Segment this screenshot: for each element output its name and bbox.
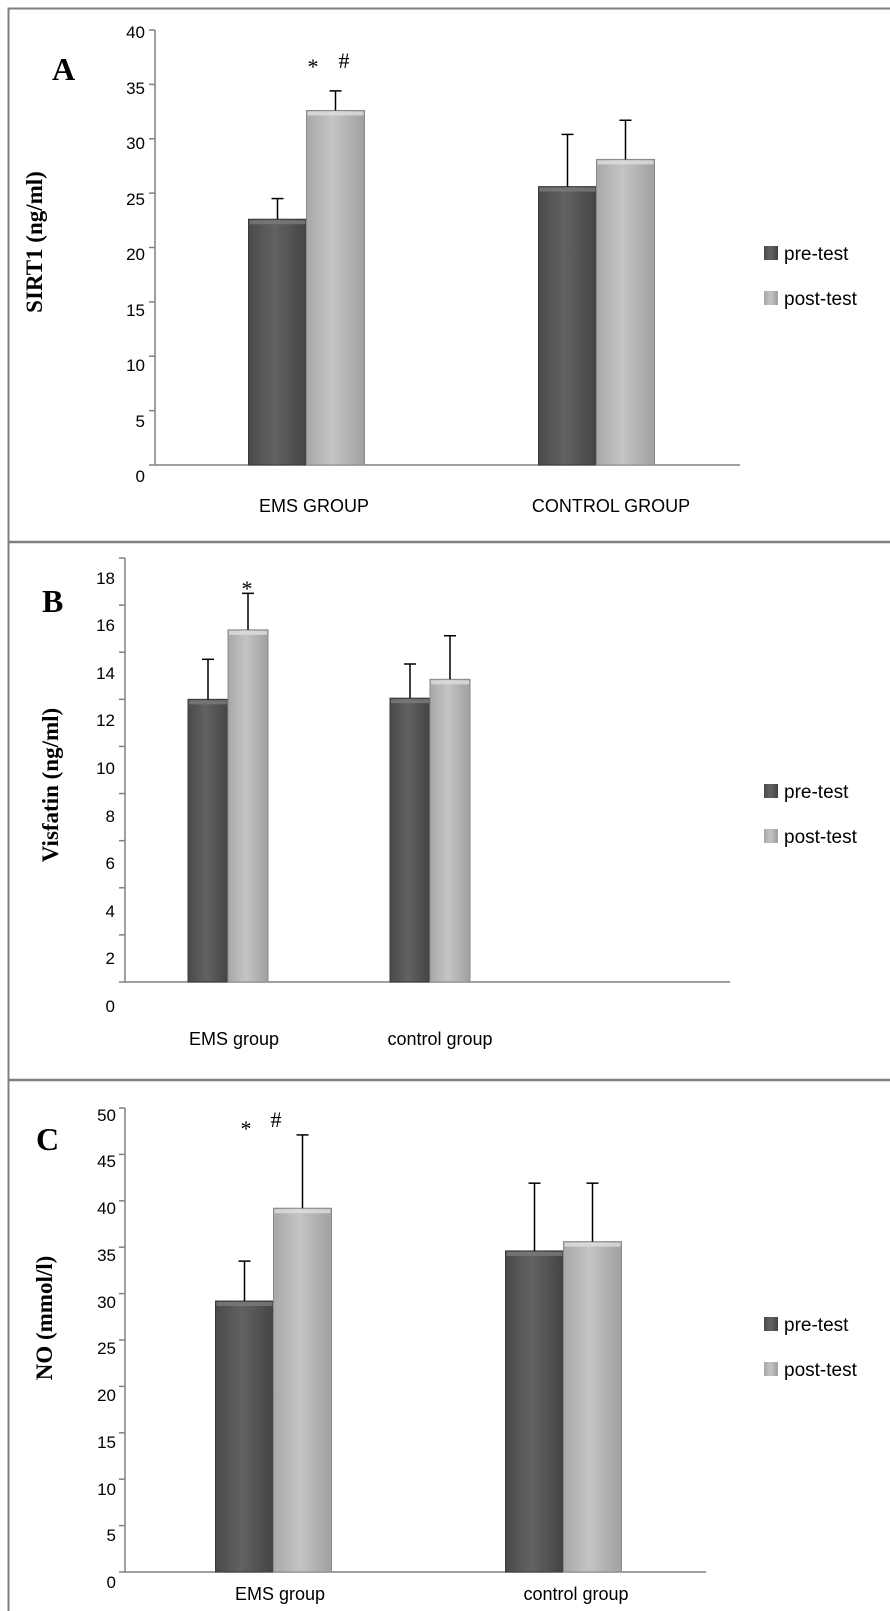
bar-bevel: [506, 1251, 563, 1256]
y-tick-label: 10: [97, 1480, 116, 1499]
legend: pre-test post-test: [764, 782, 858, 848]
significance-star: *: [308, 54, 319, 79]
legend-swatch-pre: [764, 1317, 778, 1331]
bars: [149, 29, 740, 466]
y-tick-label: 6: [106, 854, 115, 873]
y-tick-label: 25: [97, 1339, 116, 1358]
y-axis-label: SIRT1 (ng/ml): [22, 171, 47, 313]
y-tick-label: 18: [96, 569, 115, 588]
y-tick-label: 16: [96, 616, 115, 635]
y-tick-label: 35: [97, 1246, 116, 1265]
y-tick-label: 35: [126, 79, 145, 98]
bar-post: [273, 1207, 332, 1573]
bar-pre: [187, 698, 229, 983]
chart-panel-b: B Visfatin (ng/ml) 0 2 4 6 8 10 12 14 16…: [38, 557, 858, 1049]
bar-bevel: [539, 187, 596, 192]
panel-letter: A: [52, 51, 75, 87]
bar-bevel: [597, 160, 654, 165]
x-category-label: CONTROL GROUP: [532, 496, 690, 516]
y-axis-ticks: 0 5 10 15 20 25 30 35 40: [126, 23, 145, 486]
y-tick-label: 20: [97, 1386, 116, 1405]
chart-panel-a: A SIRT1 (ng/ml) 0 5 10 15 20 25 30 35 40…: [22, 23, 858, 516]
y-tick-label: 12: [96, 711, 115, 730]
bar-pre: [505, 1250, 564, 1573]
bar-bevel: [249, 220, 306, 225]
chart-panel-c: C NO (mmol/l) 0 5 10 15 20 25 30 35 40 4…: [32, 1106, 858, 1604]
legend-swatch-post: [764, 291, 778, 305]
legend-label-post: post-test: [784, 827, 858, 848]
bar-bevel: [216, 1302, 273, 1307]
x-category-label: EMS group: [235, 1584, 325, 1604]
y-tick-label: 2: [106, 949, 115, 968]
bar-pre: [248, 218, 307, 466]
bar-post: [227, 629, 269, 983]
bar-bevel: [229, 630, 267, 635]
bar-pre: [538, 186, 597, 466]
significance-star: *: [242, 576, 253, 601]
y-tick-label: 0: [107, 1573, 116, 1592]
bar-post: [306, 109, 365, 466]
bar-bevel: [391, 699, 429, 704]
y-tick-label: 8: [106, 807, 115, 826]
bars: [119, 1107, 706, 1573]
x-category-label: control group: [387, 1029, 492, 1049]
x-category-label: EMS GROUP: [259, 496, 369, 516]
y-tick-label: 10: [96, 759, 115, 778]
bar-pre: [215, 1300, 274, 1573]
y-tick-label: 10: [126, 356, 145, 375]
bar-post: [596, 158, 655, 466]
y-tick-label: 50: [97, 1106, 116, 1125]
legend-label-pre: pre-test: [784, 244, 849, 265]
y-tick-label: 25: [126, 190, 145, 209]
significance-hash: #: [271, 1107, 282, 1132]
y-tick-label: 30: [97, 1293, 116, 1312]
y-tick-label: 15: [126, 301, 145, 320]
y-axis-label: NO (mmol/l): [32, 1256, 57, 1381]
legend-swatch-post: [764, 829, 778, 843]
figure-border: [7, 7, 890, 1611]
y-tick-label: 0: [136, 467, 145, 486]
y-axis-ticks: 0 2 4 6 8 10 12 14 16 18: [96, 569, 115, 1016]
panel-letter: B: [42, 583, 63, 619]
y-tick-label: 5: [107, 1526, 116, 1545]
bar-bevel: [564, 1242, 621, 1247]
y-tick-label: 5: [136, 412, 145, 431]
bar-post: [563, 1241, 622, 1573]
bar-post: [429, 678, 471, 983]
y-axis-label: Visfatin (ng/ml): [38, 708, 63, 862]
y-tick-label: 14: [96, 664, 115, 683]
panel-letter: C: [36, 1121, 59, 1157]
y-tick-label: 15: [97, 1433, 116, 1452]
significance-hash: #: [339, 48, 350, 73]
y-tick-label: 40: [126, 23, 145, 42]
legend: pre-test post-test: [764, 244, 858, 310]
y-tick-label: 30: [126, 134, 145, 153]
legend-swatch-pre: [764, 784, 778, 798]
y-axis-ticks: 0 5 10 15 20 25 30 35 40 45 50: [97, 1106, 116, 1592]
y-tick-label: 0: [106, 997, 115, 1016]
legend-label-pre: pre-test: [784, 1315, 849, 1336]
legend-swatch-post: [764, 1362, 778, 1376]
legend-label-post: post-test: [784, 1360, 858, 1381]
y-tick-label: 4: [106, 902, 115, 921]
x-category-label: EMS group: [189, 1029, 279, 1049]
y-tick-label: 40: [97, 1199, 116, 1218]
x-category-label: control group: [523, 1584, 628, 1604]
legend-label-pre: pre-test: [784, 782, 849, 803]
significance-star: *: [241, 1116, 252, 1141]
bar-bevel: [307, 111, 364, 116]
legend: pre-test post-test: [764, 1315, 858, 1381]
bar-bevel: [274, 1209, 331, 1214]
bar-pre: [389, 697, 431, 983]
bars: [119, 557, 730, 983]
legend-swatch-pre: [764, 246, 778, 260]
y-tick-label: 45: [97, 1152, 116, 1171]
bar-bevel: [431, 680, 469, 685]
legend-label-post: post-test: [784, 289, 858, 310]
bar-bevel: [189, 700, 227, 705]
y-tick-label: 20: [126, 245, 145, 264]
